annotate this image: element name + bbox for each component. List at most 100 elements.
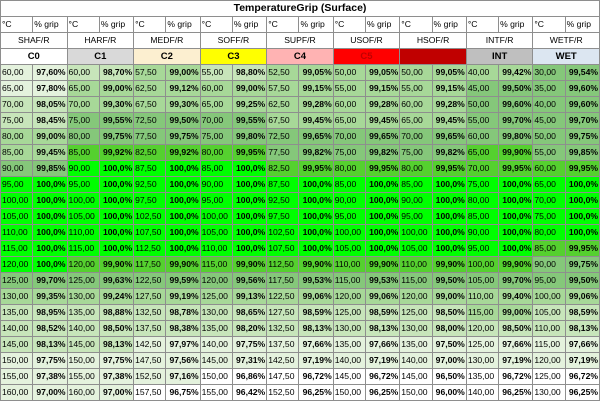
temperature-cell[interactable]: 57,50 <box>266 80 300 97</box>
grip-cell[interactable]: 98,50% <box>498 320 534 337</box>
temperature-cell[interactable]: 120,00 <box>532 352 566 369</box>
grip-cell[interactable]: 99,85% <box>564 144 600 161</box>
grip-cell[interactable]: 98,00% <box>431 320 467 337</box>
temperature-cell[interactable]: 100,00 <box>0 192 34 209</box>
grip-cell[interactable]: 98,65% <box>231 304 268 321</box>
temperature-cell[interactable]: 77,50 <box>133 128 167 145</box>
compound-name[interactable]: * <box>399 48 467 65</box>
temperature-cell[interactable]: 80,00 <box>66 128 100 145</box>
temperature-cell[interactable]: 110,00 <box>399 256 433 273</box>
grip-cell[interactable]: 99,82% <box>364 144 401 161</box>
grip-cell[interactable]: 97,19% <box>564 352 600 369</box>
temperature-cell[interactable]: 70,00 <box>332 128 367 145</box>
grip-cell[interactable]: 98,13% <box>564 320 600 337</box>
compound-name[interactable]: C1 <box>66 48 135 65</box>
grip-cell[interactable]: 99,95% <box>564 160 600 177</box>
header-grip[interactable]: % grip <box>98 16 135 33</box>
temperature-cell[interactable]: 122,50 <box>133 272 167 289</box>
grip-cell[interactable]: 99,80% <box>231 128 268 145</box>
grip-cell[interactable]: 99,00% <box>165 64 201 81</box>
temperature-cell[interactable]: 105,00 <box>532 304 566 321</box>
grip-cell[interactable]: 100,0% <box>364 192 401 209</box>
temperature-cell[interactable]: 102,50 <box>266 224 300 241</box>
grip-cell[interactable]: 99,25% <box>231 96 268 113</box>
temperature-cell[interactable]: 30,00 <box>532 64 566 81</box>
temperature-cell[interactable]: 152,50 <box>133 368 167 385</box>
grip-cell[interactable]: 99,35% <box>32 288 68 305</box>
grip-cell[interactable]: 100,0% <box>364 176 401 193</box>
temperature-cell[interactable]: 60,00 <box>399 96 433 113</box>
grip-cell[interactable]: 100,0% <box>431 240 467 257</box>
grip-cell[interactable]: 99,95% <box>231 144 268 161</box>
temperature-cell[interactable]: 132,50 <box>133 304 167 321</box>
grip-cell[interactable]: 100,0% <box>165 160 201 177</box>
grip-cell[interactable]: 99,15% <box>364 80 401 97</box>
grip-cell[interactable]: 99,00% <box>98 80 135 97</box>
temperature-cell[interactable]: 80,00 <box>199 144 233 161</box>
grip-cell[interactable]: 99,70% <box>498 272 534 289</box>
temperature-cell[interactable]: 60,00 <box>532 160 566 177</box>
grip-cell[interactable]: 99,75% <box>98 128 135 145</box>
temperature-cell[interactable]: 125,00 <box>332 304 367 321</box>
temperature-cell[interactable]: 100,00 <box>199 208 233 225</box>
temperature-cell[interactable]: 80,00 <box>332 160 367 177</box>
grip-cell[interactable]: 99,90% <box>498 256 534 273</box>
temperature-cell[interactable]: 62,50 <box>266 96 300 113</box>
temperature-cell[interactable]: 95,00 <box>332 208 367 225</box>
temperature-cell[interactable]: 55,00 <box>332 80 367 97</box>
grip-cell[interactable]: 99,00% <box>431 288 467 305</box>
header-grip[interactable]: % grip <box>231 16 268 33</box>
temperature-cell[interactable]: 120,00 <box>66 256 100 273</box>
grip-cell[interactable]: 98,88% <box>98 304 135 321</box>
grip-cell[interactable]: 100,0% <box>165 224 201 241</box>
temperature-cell[interactable]: 150,00 <box>332 384 367 401</box>
temperature-cell[interactable]: 140,00 <box>199 336 233 353</box>
temperature-cell[interactable]: 65,00 <box>399 112 433 129</box>
temperature-cell[interactable]: 70,00 <box>532 192 566 209</box>
grip-cell[interactable]: 99,56% <box>231 272 268 289</box>
temperature-cell[interactable]: 75,00 <box>332 144 367 161</box>
temperature-cell[interactable]: 147,50 <box>266 368 300 385</box>
grip-cell[interactable]: 100,0% <box>98 192 135 209</box>
temperature-cell[interactable]: 110,00 <box>532 320 566 337</box>
grip-cell[interactable]: 100,0% <box>431 176 467 193</box>
temperature-cell[interactable]: 130,00 <box>0 288 34 305</box>
temperature-cell[interactable]: 157,50 <box>133 384 167 401</box>
temperature-cell[interactable]: 142,50 <box>133 336 167 353</box>
temperature-cell[interactable]: 65,00 <box>66 80 100 97</box>
temperature-cell[interactable]: 82,50 <box>133 144 167 161</box>
temperature-cell[interactable]: 145,00 <box>199 352 233 369</box>
grip-cell[interactable]: 99,06% <box>298 288 334 305</box>
temperature-cell[interactable]: 85,00 <box>332 176 367 193</box>
temperature-cell[interactable]: 72,50 <box>266 128 300 145</box>
temperature-cell[interactable]: 95,00 <box>0 176 34 193</box>
temperature-cell[interactable]: 92,50 <box>266 192 300 209</box>
grip-cell[interactable]: 96,00% <box>431 384 467 401</box>
grip-cell[interactable]: 100,0% <box>32 256 68 273</box>
grip-cell[interactable]: 99,50% <box>498 80 534 97</box>
temperature-cell[interactable]: 140,00 <box>0 320 34 337</box>
grip-cell[interactable]: 97,16% <box>165 368 201 385</box>
temperature-cell[interactable]: 107,50 <box>133 224 167 241</box>
temperature-cell[interactable]: 95,00 <box>66 176 100 193</box>
temperature-cell[interactable]: 125,00 <box>66 272 100 289</box>
grip-cell[interactable]: 98,80% <box>231 64 268 81</box>
grip-cell[interactable]: 99,12% <box>165 80 201 97</box>
grip-cell[interactable]: 100,0% <box>564 208 600 225</box>
temperature-cell[interactable]: 50,00 <box>532 128 566 145</box>
grip-cell[interactable]: 97,66% <box>298 336 334 353</box>
compound-name[interactable]: C0 <box>0 48 68 65</box>
grip-cell[interactable]: 100,0% <box>98 224 135 241</box>
grip-cell[interactable]: 99,75% <box>165 128 201 145</box>
grip-cell[interactable]: 99,05% <box>431 64 467 81</box>
temperature-cell[interactable]: 110,00 <box>199 240 233 257</box>
temperature-cell[interactable]: 80,00 <box>399 160 433 177</box>
grip-cell[interactable]: 100,0% <box>32 224 68 241</box>
grip-cell[interactable]: 98,52% <box>32 320 68 337</box>
temperature-cell[interactable]: 150,00 <box>66 352 100 369</box>
temperature-cell[interactable]: 62,50 <box>133 80 167 97</box>
temperature-cell[interactable]: 150,00 <box>0 352 34 369</box>
temperature-cell[interactable]: 140,00 <box>66 320 100 337</box>
temperature-cell[interactable]: 120,00 <box>465 320 500 337</box>
grip-cell[interactable]: 98,13% <box>32 336 68 353</box>
